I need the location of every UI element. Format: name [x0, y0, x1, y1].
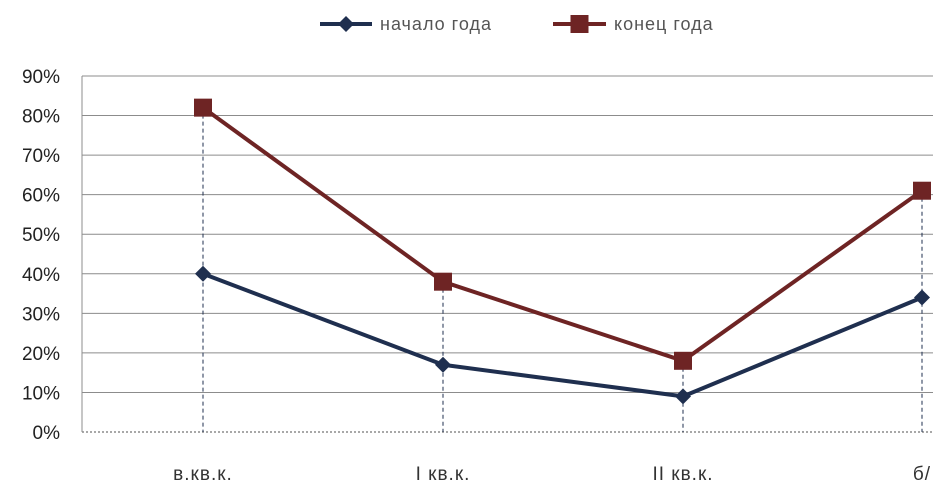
legend-marker [570, 15, 589, 33]
series-line [201, 106, 924, 363]
data-point [675, 388, 691, 405]
series-line [202, 271, 923, 399]
series-2 [194, 98, 931, 370]
chart-legend: начало года конец года [320, 14, 714, 34]
data-point [195, 265, 211, 282]
series-1 [195, 265, 930, 405]
y-tick-label: 30% [22, 304, 60, 325]
data-point [913, 181, 931, 200]
y-axis: 0% 10% 20% 30% 40% 50% 60% 70% 80% 90% [22, 67, 83, 444]
legend-item: конец года [553, 14, 714, 34]
y-tick-label: 40% [22, 265, 60, 286]
y-tick-label: 10% [22, 383, 60, 404]
y-tick-label: 80% [22, 107, 60, 128]
x-tick-label: I кв.к. [416, 464, 471, 483]
y-tick-label: 70% [22, 146, 60, 167]
legend-label: конец года [614, 14, 714, 34]
data-point [674, 351, 692, 370]
gridlines [82, 75, 933, 393]
data-point [194, 98, 212, 117]
legend-label: начало года [380, 14, 492, 34]
data-point [914, 289, 930, 306]
y-tick-label: 50% [22, 225, 60, 246]
data-point [435, 356, 451, 373]
x-axis: в.кв.к. I кв.к. II кв.к. б/ [82, 431, 933, 483]
legend-item: начало года [320, 14, 492, 34]
x-tick-label: в.кв.к. [173, 464, 233, 483]
legend-marker [338, 16, 354, 32]
data-point [434, 272, 452, 291]
series-group [194, 98, 931, 405]
x-tick-label: б/ [913, 464, 931, 483]
y-tick-label: 0% [33, 423, 61, 444]
y-tick-label: 20% [22, 344, 60, 365]
x-tick-label: II кв.к. [652, 464, 713, 483]
y-tick-label: 90% [22, 67, 60, 88]
y-tick-label: 60% [22, 186, 60, 207]
